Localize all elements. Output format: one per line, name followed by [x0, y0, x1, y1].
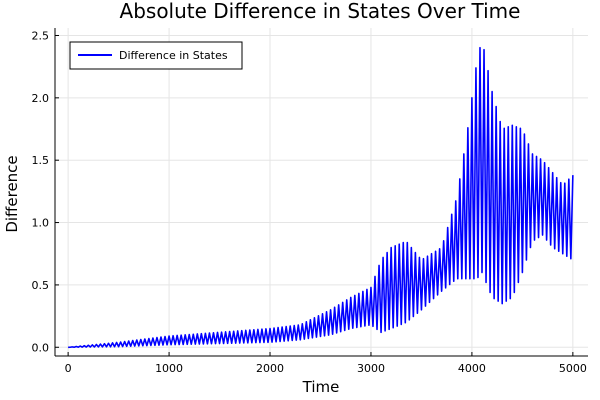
legend-entry-label: Difference in States	[119, 49, 228, 62]
y-tick-label: 0.0	[32, 341, 50, 354]
chart-title: Absolute Difference in States Over Time	[120, 0, 521, 23]
series-layer	[68, 46, 574, 349]
x-tick-label: 1000	[155, 362, 183, 375]
x-tick-label: 2000	[256, 362, 284, 375]
x-tick-label: 4000	[458, 362, 486, 375]
series-line-difference-in-states	[68, 46, 574, 349]
axes	[54, 28, 588, 357]
x-tick-label: 3000	[357, 362, 385, 375]
y-tick-label: 0.5	[32, 279, 50, 292]
y-tick-label: 2.0	[32, 92, 50, 105]
y-axis-label: Difference	[3, 155, 21, 232]
x-axis-label: Time	[302, 378, 340, 396]
x-tick-label: 0	[65, 362, 72, 375]
y-tick-label: 2.5	[32, 29, 50, 42]
x-tick-label: 5000	[559, 362, 587, 375]
y-tick-label: 1.0	[32, 217, 50, 230]
legend: Difference in States	[69, 41, 243, 70]
tick-labels: 0 1000 2000 3000 4000 5000 0.0 0.5 1.0 1.5 2.0 2.5	[32, 29, 587, 375]
y-tick-label: 1.5	[32, 154, 50, 167]
